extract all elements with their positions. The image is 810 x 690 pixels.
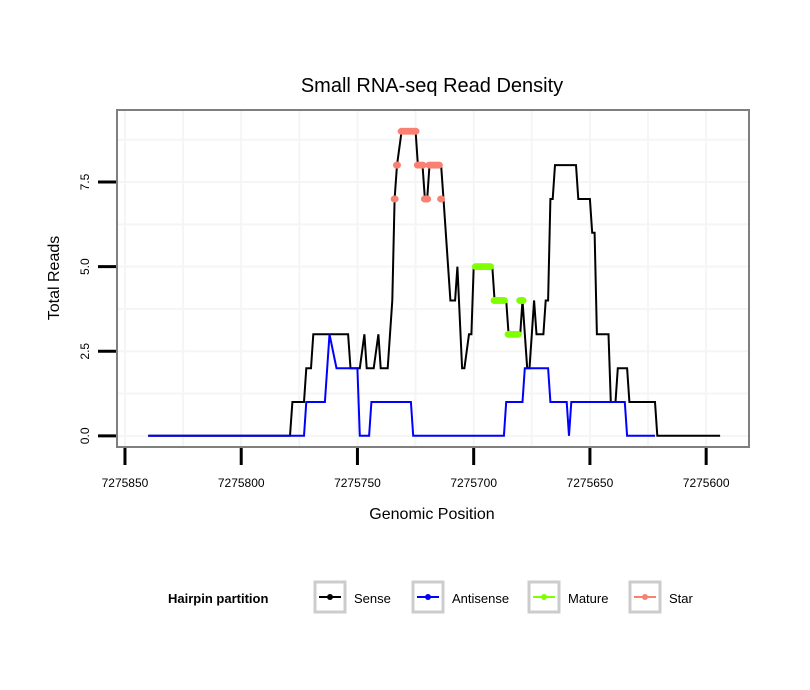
- legend-item-sense: Sense: [313, 580, 391, 614]
- y-tick-label: 2.5: [78, 343, 92, 360]
- legend-key-point: [425, 594, 431, 600]
- data-point-star: [434, 161, 443, 169]
- x-axis: 7275850 7275800 7275750 7275700 7275650 72756…: [102, 448, 730, 490]
- series-line-sense: [148, 130, 721, 437]
- y-tick-label: 0.0: [78, 427, 92, 444]
- x-tick-label: 7275700: [450, 476, 497, 490]
- x-tick-label: 7275600: [683, 476, 730, 490]
- data-point-mature: [513, 330, 522, 338]
- data-point-star: [437, 195, 446, 203]
- data-point-mature: [518, 296, 527, 304]
- data-point-star: [423, 195, 432, 203]
- data-point-mature: [499, 296, 508, 304]
- x-axis-title: Genomic Position: [369, 506, 494, 523]
- x-tick-label: 7275800: [218, 476, 265, 490]
- data-point-star: [411, 127, 420, 135]
- x-tick-label: 7275850: [102, 476, 149, 490]
- y-tick-label: 5.0: [78, 258, 92, 275]
- series-line-antisense: [148, 334, 655, 437]
- legend: Hairpin partition Sense Antisense Mature St…: [168, 580, 694, 614]
- legend-item-star: Star: [628, 580, 694, 614]
- legend-title: Hairpin partition: [168, 591, 268, 606]
- x-tick-label: 7275750: [334, 476, 381, 490]
- data-point-star: [390, 195, 399, 203]
- legend-key-point: [642, 594, 648, 600]
- legend-key-point: [541, 594, 547, 600]
- legend-label: Sense: [354, 591, 391, 606]
- chart-title: Small RNA-seq Read Density: [301, 75, 563, 97]
- series-layer: [148, 127, 721, 437]
- legend-label: Mature: [568, 591, 608, 606]
- y-tick-label: 7.5: [78, 173, 92, 190]
- legend-label: Antisense: [452, 591, 509, 606]
- legend-key-point: [327, 594, 333, 600]
- data-point-star: [392, 161, 401, 169]
- y-axis: 0.0 2.5 5.0 7.5: [78, 173, 116, 444]
- plot-panel: [116, 109, 750, 448]
- y-axis-title: Total Reads: [46, 236, 63, 321]
- legend-item-antisense: Antisense: [411, 580, 509, 614]
- data-point-mature: [485, 263, 494, 271]
- x-tick-label: 7275650: [567, 476, 614, 490]
- data-point-star: [418, 161, 427, 169]
- legend-label: Star: [669, 591, 694, 606]
- legend-item-mature: Mature: [527, 580, 608, 614]
